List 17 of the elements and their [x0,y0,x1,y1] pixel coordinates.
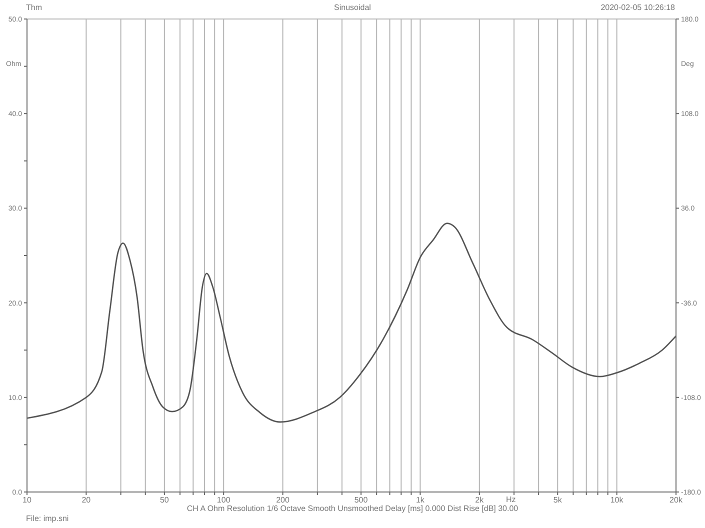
text: File: imp.sni [26,514,69,523]
text: 2020-02-05 10:26:18 [600,3,675,12]
x-tick-label: 20k [670,496,684,505]
chart-title: Sinusoidal [334,3,371,12]
x-tick-label: 200 [276,496,290,505]
text: Thm [26,3,42,12]
x-tick-label: 50 [160,496,170,505]
x-tick-label: 100 [216,496,231,505]
x-tick-label: 1k [416,496,426,505]
x-axis-title: Hz [506,495,516,504]
text: CH A Ohm Resolution 1/6 Octave Smooth Unsmoothed Delay [ms] 0.000 Dist Rise [dB] 30.00 [186,504,520,513]
x-tick-label: 500 [354,496,368,505]
x-tick-label: 10 [22,496,32,505]
x-tick-label: 2k [475,496,485,505]
x-tick-label: 20 [82,496,92,505]
x-tick-label: 5k [553,496,563,505]
x-tick-label: 10k [610,496,624,505]
